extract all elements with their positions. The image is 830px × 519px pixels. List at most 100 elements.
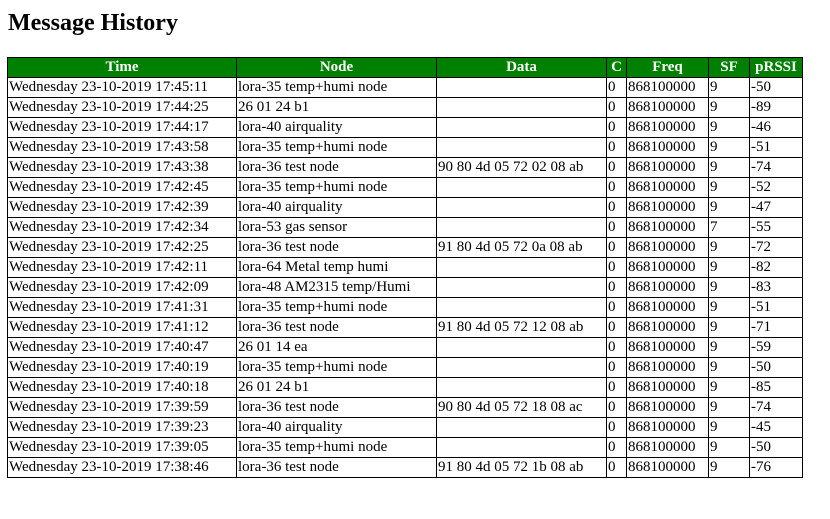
sf-cell: 9 bbox=[708, 277, 750, 298]
sf-cell: 9 bbox=[708, 377, 750, 398]
freq-cell: 868100000 bbox=[626, 237, 709, 258]
freq-cell: 868100000 bbox=[626, 337, 709, 358]
table-row: Wednesday 23-10-2019 17:39:59 lora-36 tes… bbox=[7, 397, 803, 418]
message-history-table: Time Node Data C Freq SF pRSSI Wednesday… bbox=[7, 57, 803, 478]
channel-cell: 0 bbox=[606, 197, 627, 218]
data-cell: 91 80 4d 05 72 0a 08 ab bbox=[436, 237, 607, 258]
channel-cell: 0 bbox=[606, 357, 627, 378]
table-row: Wednesday 23-10-2019 17:42:11 lora-64 Met… bbox=[7, 257, 803, 278]
time-cell: Wednesday 23-10-2019 17:41:12 bbox=[7, 317, 237, 338]
prssi-cell: -55 bbox=[749, 217, 803, 238]
sf-cell: 9 bbox=[708, 457, 750, 478]
node-cell: lora-35 temp+humi node bbox=[236, 137, 437, 158]
node-cell: lora-40 airquality bbox=[236, 197, 437, 218]
sf-cell: 9 bbox=[708, 317, 750, 338]
prssi-cell: -59 bbox=[749, 337, 803, 358]
data-cell bbox=[436, 437, 607, 458]
channel-cell: 0 bbox=[606, 117, 627, 138]
time-cell: Wednesday 23-10-2019 17:42:11 bbox=[7, 257, 237, 278]
time-cell: Wednesday 23-10-2019 17:41:31 bbox=[7, 297, 237, 318]
table-row: Wednesday 23-10-2019 17:41:31 lora-35 tem… bbox=[7, 297, 803, 318]
time-cell: Wednesday 23-10-2019 17:43:38 bbox=[7, 157, 237, 178]
freq-cell: 868100000 bbox=[626, 297, 709, 318]
table-row: Wednesday 23-10-2019 17:44:17 lora-40 air… bbox=[7, 117, 803, 138]
freq-cell: 868100000 bbox=[626, 157, 709, 178]
table-body: Wednesday 23-10-2019 17:45:11 lora-35 tem… bbox=[7, 77, 803, 478]
prssi-cell: -74 bbox=[749, 157, 803, 178]
prssi-cell: -50 bbox=[749, 357, 803, 378]
column-header-freq: Freq bbox=[626, 57, 709, 78]
node-cell: lora-35 temp+humi node bbox=[236, 437, 437, 458]
freq-cell: 868100000 bbox=[626, 317, 709, 338]
freq-cell: 868100000 bbox=[626, 137, 709, 158]
data-cell bbox=[436, 137, 607, 158]
freq-cell: 868100000 bbox=[626, 257, 709, 278]
column-header-channel: C bbox=[606, 57, 627, 78]
channel-cell: 0 bbox=[606, 97, 627, 118]
table-row: Wednesday 23-10-2019 17:39:05 lora-35 tem… bbox=[7, 437, 803, 458]
time-cell: Wednesday 23-10-2019 17:40:47 bbox=[7, 337, 237, 358]
sf-cell: 9 bbox=[708, 157, 750, 178]
prssi-cell: -89 bbox=[749, 97, 803, 118]
column-header-sf: SF bbox=[708, 57, 750, 78]
freq-cell: 868100000 bbox=[626, 397, 709, 418]
node-cell: lora-40 airquality bbox=[236, 417, 437, 438]
data-cell: 91 80 4d 05 72 1b 08 ab bbox=[436, 457, 607, 478]
prssi-cell: -46 bbox=[749, 117, 803, 138]
table-row: Wednesday 23-10-2019 17:44:25 26 01 24 b1… bbox=[7, 97, 803, 118]
table-row: Wednesday 23-10-2019 17:39:23 lora-40 air… bbox=[7, 417, 803, 438]
data-cell bbox=[436, 257, 607, 278]
freq-cell: 868100000 bbox=[626, 77, 709, 98]
node-cell: lora-40 airquality bbox=[236, 117, 437, 138]
sf-cell: 9 bbox=[708, 97, 750, 118]
prssi-cell: -52 bbox=[749, 177, 803, 198]
channel-cell: 0 bbox=[606, 257, 627, 278]
freq-cell: 868100000 bbox=[626, 177, 709, 198]
time-cell: Wednesday 23-10-2019 17:42:25 bbox=[7, 237, 237, 258]
time-cell: Wednesday 23-10-2019 17:39:05 bbox=[7, 437, 237, 458]
prssi-cell: -51 bbox=[749, 137, 803, 158]
data-cell bbox=[436, 197, 607, 218]
node-cell: lora-35 temp+humi node bbox=[236, 297, 437, 318]
data-cell bbox=[436, 77, 607, 98]
sf-cell: 9 bbox=[708, 237, 750, 258]
data-cell bbox=[436, 357, 607, 378]
data-cell bbox=[436, 417, 607, 438]
time-cell: Wednesday 23-10-2019 17:45:11 bbox=[7, 77, 237, 98]
table-row: Wednesday 23-10-2019 17:42:39 lora-40 air… bbox=[7, 197, 803, 218]
time-cell: Wednesday 23-10-2019 17:43:58 bbox=[7, 137, 237, 158]
prssi-cell: -76 bbox=[749, 457, 803, 478]
node-cell: 26 01 24 b1 bbox=[236, 377, 437, 398]
channel-cell: 0 bbox=[606, 237, 627, 258]
time-cell: Wednesday 23-10-2019 17:42:34 bbox=[7, 217, 237, 238]
node-cell: lora-35 temp+humi node bbox=[236, 357, 437, 378]
sf-cell: 9 bbox=[708, 137, 750, 158]
prssi-cell: -83 bbox=[749, 277, 803, 298]
freq-cell: 868100000 bbox=[626, 217, 709, 238]
table-row: Wednesday 23-10-2019 17:40:47 26 01 14 ea… bbox=[7, 337, 803, 358]
table-header-row: Time Node Data C Freq SF pRSSI bbox=[7, 57, 803, 78]
channel-cell: 0 bbox=[606, 337, 627, 358]
channel-cell: 0 bbox=[606, 277, 627, 298]
freq-cell: 868100000 bbox=[626, 277, 709, 298]
prssi-cell: -71 bbox=[749, 317, 803, 338]
node-cell: 26 01 14 ea bbox=[236, 337, 437, 358]
channel-cell: 0 bbox=[606, 217, 627, 238]
data-cell bbox=[436, 97, 607, 118]
page-title: Message History bbox=[8, 10, 178, 36]
sf-cell: 9 bbox=[708, 337, 750, 358]
node-cell: lora-36 test node bbox=[236, 157, 437, 178]
freq-cell: 868100000 bbox=[626, 197, 709, 218]
sf-cell: 9 bbox=[708, 417, 750, 438]
node-cell: lora-36 test node bbox=[236, 457, 437, 478]
node-cell: lora-64 Metal temp humi bbox=[236, 257, 437, 278]
sf-cell: 9 bbox=[708, 437, 750, 458]
data-cell: 91 80 4d 05 72 12 08 ab bbox=[436, 317, 607, 338]
data-cell bbox=[436, 217, 607, 238]
node-cell: lora-48 AM2315 temp/Humi bbox=[236, 277, 437, 298]
node-cell: lora-35 temp+humi node bbox=[236, 77, 437, 98]
time-cell: Wednesday 23-10-2019 17:38:46 bbox=[7, 457, 237, 478]
column-header-node: Node bbox=[236, 57, 437, 78]
time-cell: Wednesday 23-10-2019 17:44:17 bbox=[7, 117, 237, 138]
channel-cell: 0 bbox=[606, 137, 627, 158]
